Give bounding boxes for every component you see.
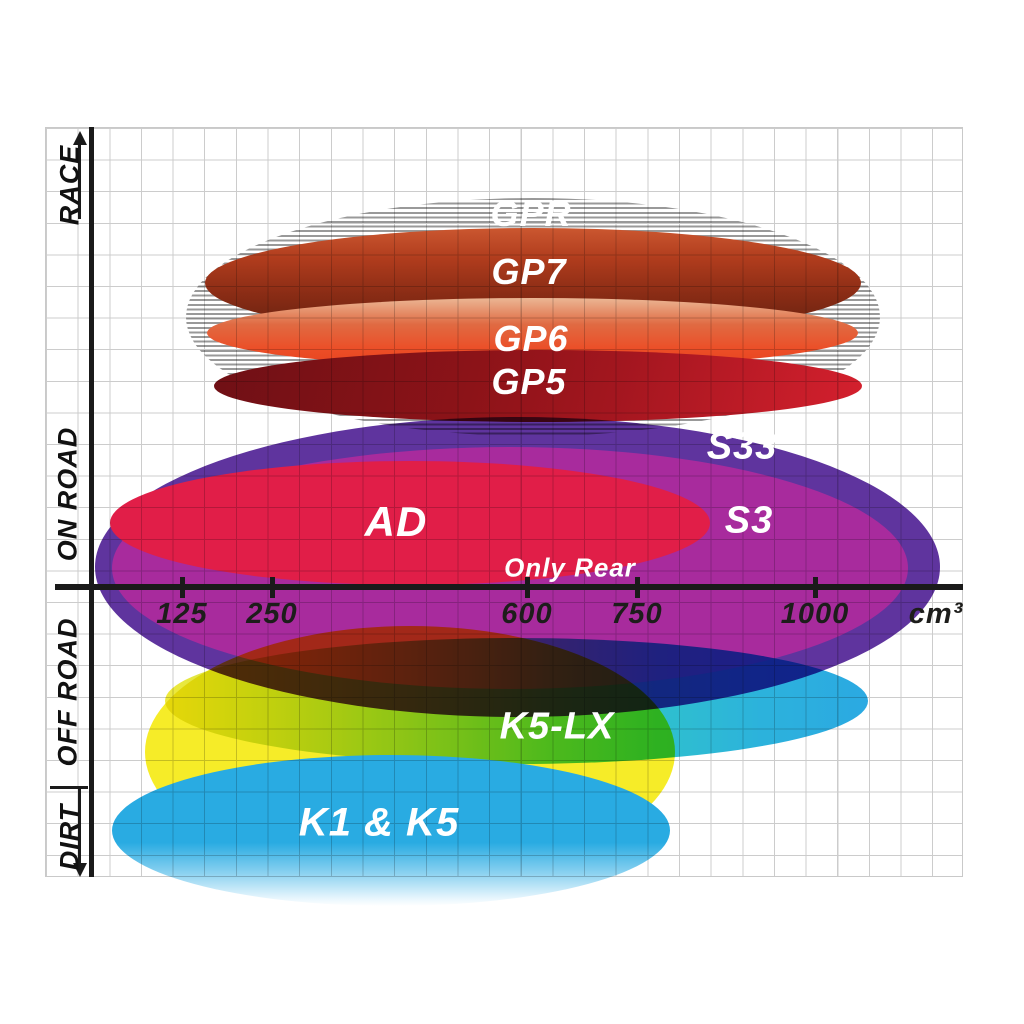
x-tick-label-1000: 1000 xyxy=(780,598,850,630)
ad-label: AD xyxy=(364,498,428,545)
dirt-zone-separator xyxy=(50,786,88,789)
x-tick-600 xyxy=(525,577,530,598)
y-zone-label-race: RACE xyxy=(54,144,85,226)
x-tick-125 xyxy=(180,577,185,598)
arrow-down-icon xyxy=(73,863,87,877)
k1k5-label: K1 & K5 xyxy=(298,800,460,845)
gp5-label: GP5 xyxy=(491,361,567,402)
s3-label: S3 xyxy=(724,499,774,542)
arrow-up-icon xyxy=(73,131,87,145)
x-tick-label-750: 750 xyxy=(611,598,663,630)
x-tick-1000 xyxy=(813,577,818,598)
k5lx-label: K5-LX xyxy=(499,705,615,748)
x-tick-250 xyxy=(270,577,275,598)
y-zone-label-dirt: DIRT xyxy=(54,803,85,871)
x-tick-label-250: 250 xyxy=(246,598,298,630)
only-rear-note: Only Rear xyxy=(504,552,636,583)
gp6-label: GP6 xyxy=(493,318,569,359)
x-axis-line xyxy=(55,584,963,590)
x-axis-unit-label: cm³ xyxy=(908,598,964,630)
x-tick-label-125: 125 xyxy=(156,598,208,630)
gp7-label: GP7 xyxy=(491,251,567,292)
x-tick-label-600: 600 xyxy=(501,598,553,630)
s33-label: S33 xyxy=(706,425,778,468)
gpr-label: GPR xyxy=(490,193,572,234)
x-tick-750 xyxy=(635,577,640,598)
y-axis-line xyxy=(89,127,94,877)
y-zone-label-onroad: ON ROAD xyxy=(52,426,83,562)
y-zone-label-offroad: OFF ROAD xyxy=(52,617,83,767)
arrow-down-shaft xyxy=(78,789,81,864)
plot-grid xyxy=(45,127,963,877)
arrow-up-shaft xyxy=(78,143,81,219)
